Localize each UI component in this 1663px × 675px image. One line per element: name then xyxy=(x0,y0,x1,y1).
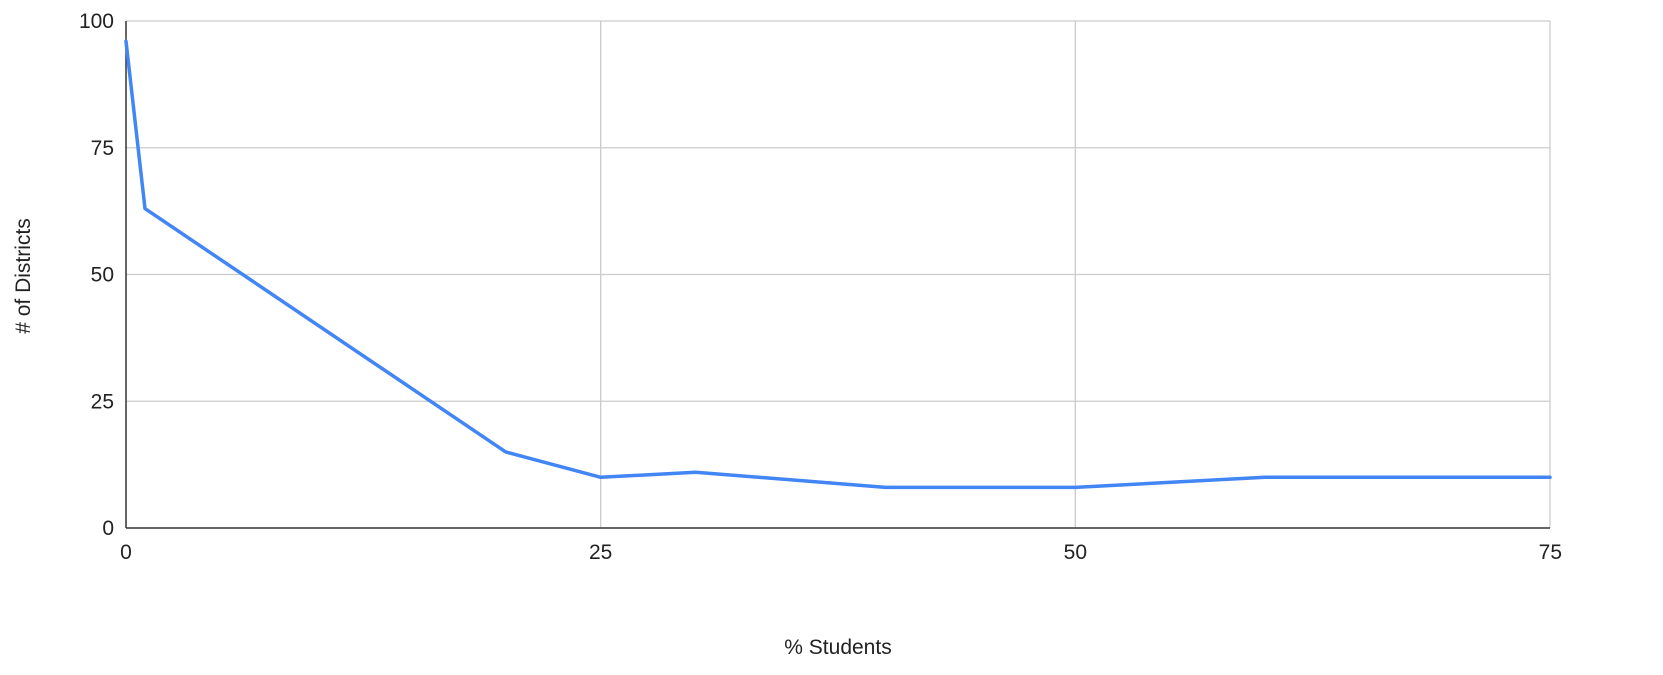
x-tick-label: 25 xyxy=(589,541,612,564)
y-tick-label: 75 xyxy=(91,137,114,160)
x-axis-title: % Students xyxy=(784,636,891,659)
x-tick-label: 75 xyxy=(1539,541,1562,564)
x-tick-label: 0 xyxy=(120,541,132,564)
y-tick-label: 0 xyxy=(102,517,114,540)
y-tick-label: 100 xyxy=(79,10,114,33)
y-tick-label: 50 xyxy=(91,264,114,287)
series-line xyxy=(126,41,1550,487)
y-axis-title: # of Districts xyxy=(12,218,35,334)
series-lines xyxy=(126,41,1550,487)
gridlines xyxy=(126,21,1550,528)
y-tick-label: 25 xyxy=(91,390,114,413)
x-tick-label: 50 xyxy=(1064,541,1087,564)
